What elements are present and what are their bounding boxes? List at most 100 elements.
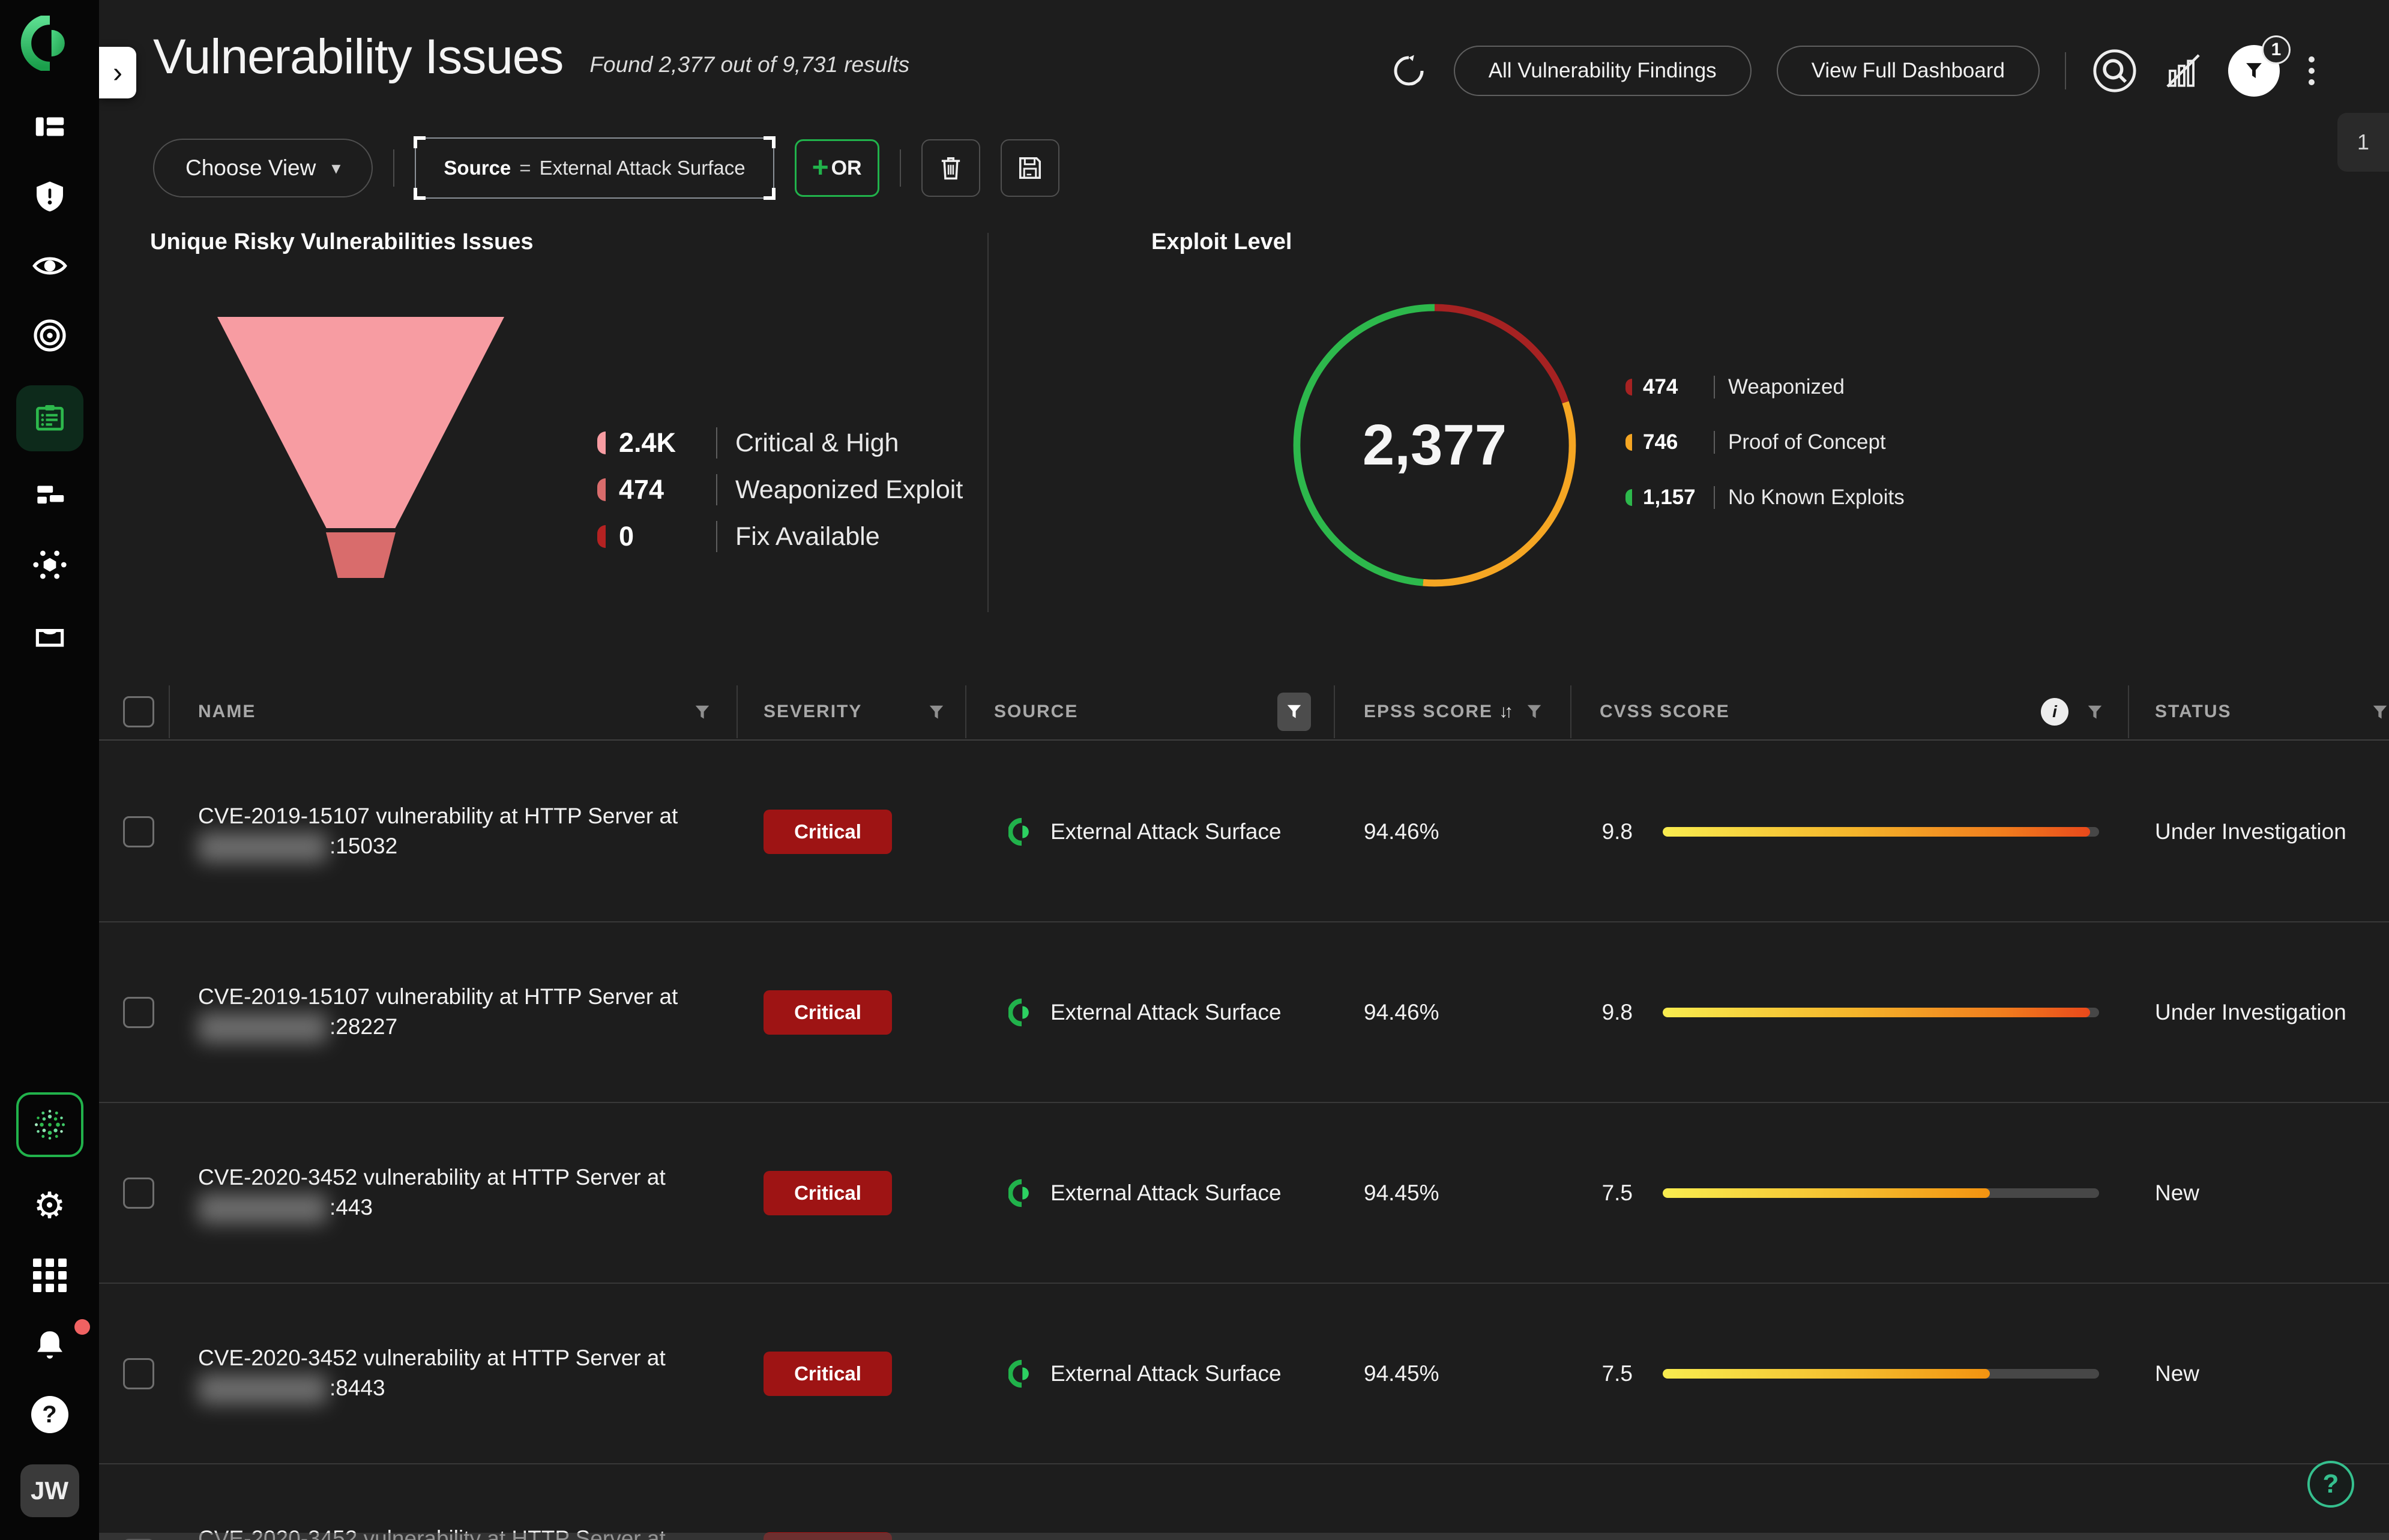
redacted-ip — [198, 1194, 327, 1224]
chip-corner — [414, 188, 426, 200]
legend-marker — [597, 525, 606, 548]
table-row[interactable]: CVE-2020-3452 vulnerability at HTTP Serv… — [99, 1464, 2389, 1540]
cvss-score-bar — [1663, 1008, 2099, 1017]
sidebar-expand-button[interactable]: › — [99, 47, 136, 98]
sidebar-item-hive[interactable] — [17, 545, 83, 585]
choose-view-dropdown[interactable]: Choose View ▾ — [153, 139, 373, 197]
column-header-name[interactable]: NAME — [198, 702, 256, 722]
app-switcher-grid-icon[interactable] — [17, 1256, 83, 1295]
search-icon[interactable] — [2091, 47, 2138, 94]
severity-badge: Critical — [764, 1352, 892, 1396]
column-header-severity[interactable]: SEVERITY — [764, 702, 862, 722]
legend-label: Weaponized Exploit — [735, 475, 963, 505]
funnel-stage-weaponized — [326, 532, 396, 578]
sidebar-item-inventory[interactable] — [17, 615, 83, 654]
user-avatar[interactable]: JW — [20, 1464, 79, 1517]
collapsed-panel-tab[interactable]: 1 — [2337, 113, 2389, 172]
vulnerability-name[interactable]: CVE-2019-15107 vulnerability at HTTP Ser… — [198, 801, 708, 862]
column-header-epss[interactable]: EPSS SCORE ↓↑ — [1364, 702, 1543, 722]
severity-badge: Critical — [764, 990, 892, 1035]
select-all-checkbox[interactable] — [123, 696, 154, 727]
global-filter-icon[interactable]: 1 — [2228, 45, 2280, 97]
funnel-stage-critical-high — [217, 317, 504, 528]
sidebar-item-target[interactable] — [17, 316, 83, 355]
notifications-bell-icon[interactable] — [17, 1325, 83, 1365]
status-filter-icon[interactable] — [2371, 703, 2389, 721]
external-attack-surface-icon — [1008, 1178, 1035, 1209]
source-cell: External Attack Surface — [1008, 816, 1282, 847]
settings-gear-icon[interactable]: ⚙ — [17, 1186, 83, 1226]
horizontal-scrollbar[interactable] — [99, 1533, 2389, 1540]
vulnerability-title: CVE-2019-15107 vulnerability at HTTP Ser… — [198, 984, 678, 1008]
column-divider — [1334, 685, 1335, 738]
external-attack-surface-icon — [1008, 816, 1035, 847]
save-view-button[interactable] — [1001, 139, 1059, 197]
filter-operator: = — [519, 157, 531, 179]
cvss-info-icon[interactable]: i — [2041, 698, 2068, 726]
column-header-source[interactable]: SOURCE — [994, 702, 1078, 722]
row-checkbox[interactable] — [123, 816, 154, 847]
cvss-score-bar — [1663, 827, 2099, 837]
legend-divider — [1714, 431, 1715, 454]
sidebar-item-risk[interactable] — [17, 176, 83, 216]
view-full-dashboard-button[interactable]: View Full Dashboard — [1777, 46, 2040, 96]
column-divider — [1570, 685, 1571, 738]
page-title: Vulnerability Issues — [153, 29, 563, 85]
legend-value: 746 — [1643, 430, 1701, 454]
add-or-condition-button[interactable]: + OR — [795, 139, 879, 197]
epss-filter-icon[interactable] — [1525, 703, 1543, 721]
row-checkbox[interactable] — [123, 1358, 154, 1389]
vulnerability-name[interactable]: CVE-2020-3452 vulnerability at HTTP Serv… — [198, 1343, 708, 1404]
toolbar-divider — [393, 149, 394, 187]
legend-item: 2.4K Critical & High — [597, 424, 963, 462]
status-value: New — [2155, 1361, 2199, 1386]
legend-marker — [1625, 379, 1632, 396]
column-header-status[interactable]: STATUS — [2155, 702, 2232, 722]
donut-total: 2,377 — [1282, 292, 1588, 598]
table-row[interactable]: CVE-2020-3452 vulnerability at HTTP Serv… — [99, 1103, 2389, 1284]
sidebar-item-issues-active[interactable] — [16, 385, 83, 451]
cvss-filter-icon[interactable] — [2086, 703, 2104, 721]
row-checkbox[interactable] — [123, 1178, 154, 1209]
scan-status-indicator[interactable] — [16, 1092, 83, 1157]
legend-divider — [1714, 486, 1715, 509]
table-row[interactable]: CVE-2020-3452 vulnerability at HTTP Serv… — [99, 1284, 2389, 1464]
legend-value: 1,157 — [1643, 486, 1701, 510]
donut-chart-title: Exploit Level — [1151, 229, 1292, 255]
sidebar-item-dashboard[interactable] — [17, 107, 83, 146]
vulnerability-name[interactable]: CVE-2020-3452 vulnerability at HTTP Serv… — [198, 1162, 708, 1223]
all-vulnerability-findings-button[interactable]: All Vulnerability Findings — [1454, 46, 1752, 96]
sidebar-item-visibility[interactable] — [17, 246, 83, 286]
epss-score: 94.45% — [1364, 1361, 1439, 1386]
legend-label: Weaponized — [1728, 375, 1845, 399]
sort-icon[interactable]: ↓↑ — [1499, 702, 1510, 722]
name-filter-icon[interactable] — [693, 703, 711, 721]
redacted-ip — [198, 1013, 327, 1043]
table-row[interactable]: CVE-2019-15107 vulnerability at HTTP Ser… — [99, 922, 2389, 1103]
help-fab-button[interactable]: ? — [2307, 1461, 2354, 1508]
vulnerability-name[interactable]: CVE-2019-15107 vulnerability at HTTP Ser… — [198, 981, 708, 1042]
delete-filter-button[interactable] — [921, 139, 980, 197]
sidebar-help-icon[interactable]: ? — [17, 1395, 83, 1434]
vulnerability-title: CVE-2020-3452 vulnerability at HTTP Serv… — [198, 1164, 666, 1189]
severity-filter-icon[interactable] — [927, 703, 945, 721]
toolbar-divider — [900, 149, 901, 187]
legend-value: 474 — [1643, 375, 1701, 399]
row-checkbox[interactable] — [123, 997, 154, 1028]
table-row[interactable]: CVE-2019-15107 vulnerability at HTTP Ser… — [99, 742, 2389, 922]
hide-charts-icon[interactable] — [2163, 51, 2203, 91]
sidebar-item-apps-layout[interactable] — [17, 475, 83, 515]
legend-item: 474 Weaponized — [1625, 366, 1905, 408]
status-value: New — [2155, 1181, 2199, 1206]
column-divider — [169, 685, 170, 738]
more-options-icon[interactable] — [2305, 56, 2318, 85]
legend-label: No Known Exploits — [1728, 486, 1905, 510]
column-header-cvss[interactable]: CVSS SCORE — [1600, 702, 1730, 722]
source-filter-active-icon[interactable] — [1277, 693, 1311, 731]
refresh-icon[interactable] — [1389, 51, 1429, 91]
status-value: Under Investigation — [2155, 819, 2346, 844]
redacted-ip — [198, 1374, 327, 1404]
brand-logo[interactable] — [17, 14, 83, 72]
header-divider — [2065, 52, 2066, 89]
active-filter-chip[interactable]: Source = External Attack Surface — [415, 137, 774, 199]
